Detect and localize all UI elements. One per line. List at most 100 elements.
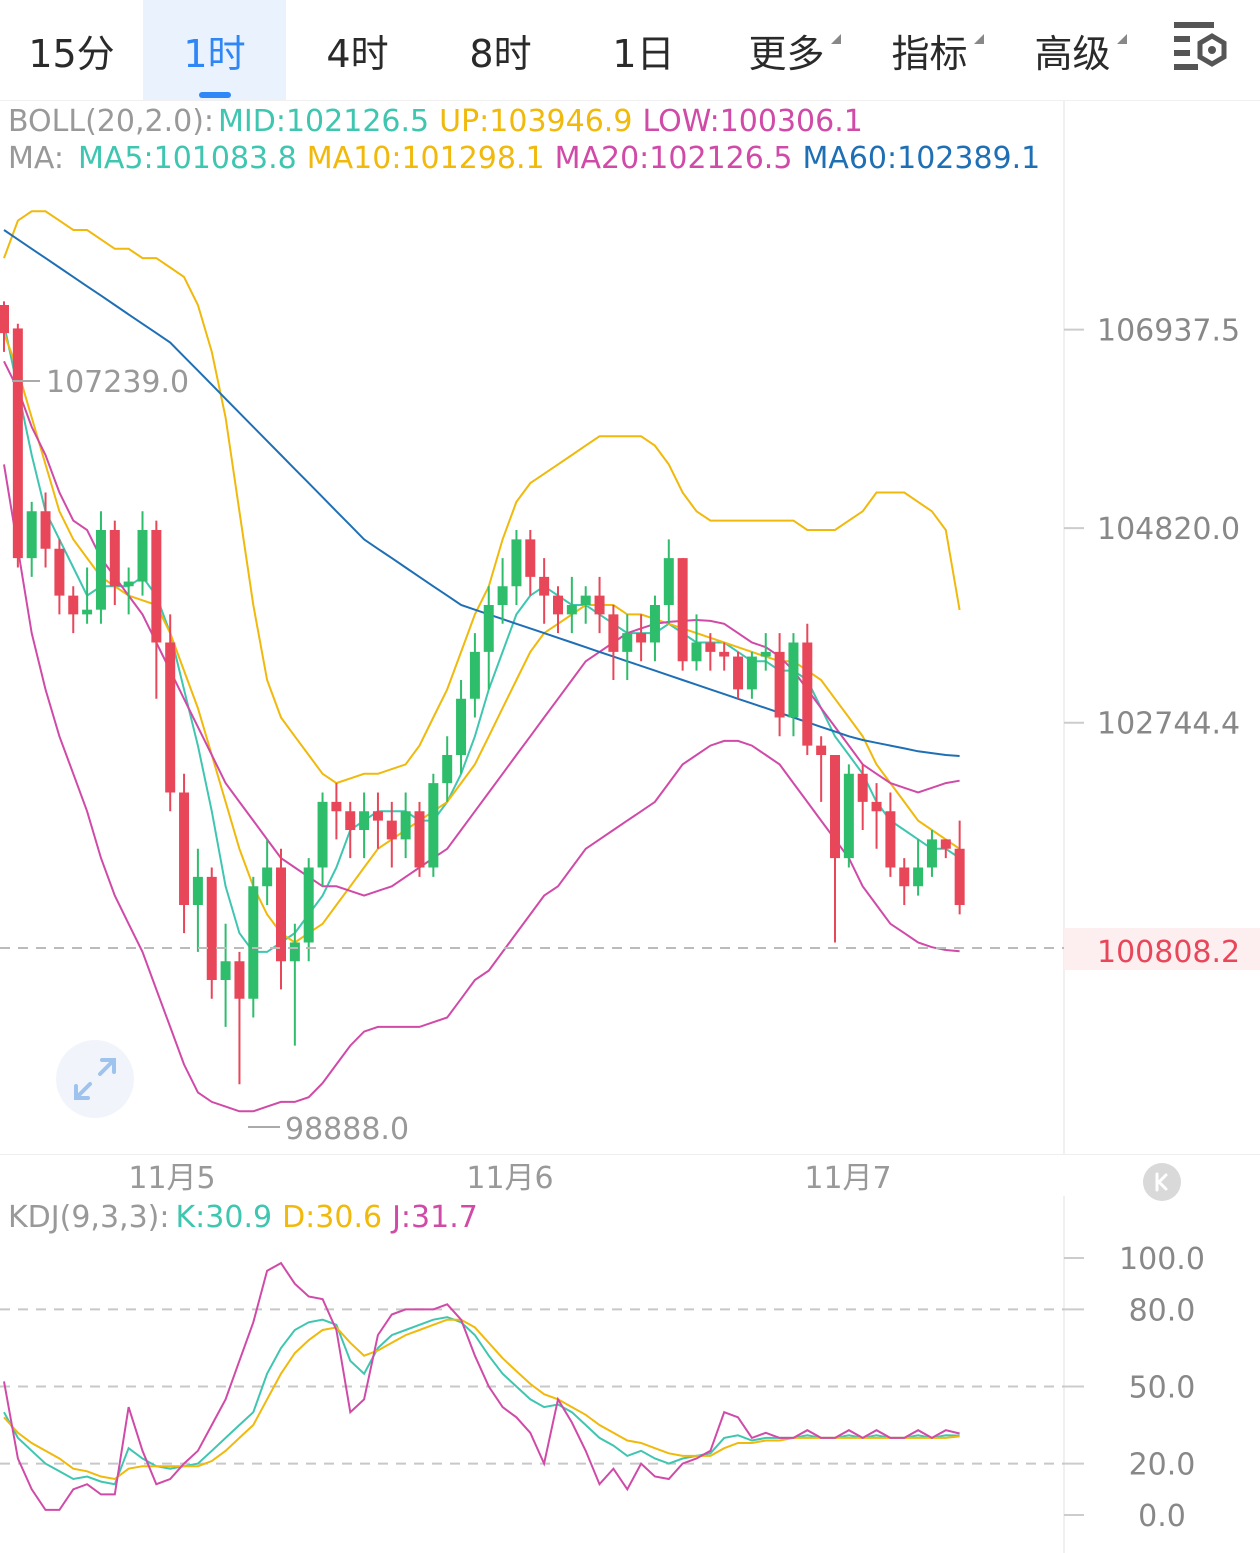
candle-body [497, 586, 508, 605]
candle [760, 633, 771, 671]
candle [497, 558, 508, 624]
candle [428, 773, 439, 877]
x-axis-label: 11月5 [128, 1161, 215, 1196]
candle [248, 876, 259, 1018]
candle [386, 801, 397, 868]
ma5-value: MA5:101083.8 [78, 141, 297, 176]
tab-1hour[interactable]: 1时 [143, 0, 286, 100]
candle-body [760, 651, 771, 657]
candle [26, 501, 37, 577]
expand-arrows-icon[interactable] [56, 1040, 134, 1118]
candle-body [622, 633, 633, 652]
tab-1day[interactable]: 1日 [572, 0, 715, 100]
tab-4hour[interactable]: 4时 [286, 0, 429, 100]
candle-body [12, 328, 23, 559]
tab-label: 指标 [891, 31, 968, 76]
candle [580, 586, 591, 624]
tab-15min[interactable]: 15分 [0, 0, 143, 100]
tab-label: 8时 [469, 31, 532, 76]
ma20-value: MA20:102126.5 [554, 141, 793, 176]
candle [511, 530, 522, 605]
tab-indicators[interactable]: 指标 [858, 0, 1001, 100]
candle [192, 848, 203, 952]
candle-body [926, 839, 937, 868]
candle-body [885, 811, 896, 868]
candle-body [483, 605, 494, 652]
candle [899, 858, 910, 905]
tab-8hour[interactable]: 8时 [429, 0, 572, 100]
candle-body [705, 642, 716, 652]
candle [442, 736, 453, 802]
candle-body [95, 530, 106, 610]
series-line-low [3, 464, 960, 1113]
candle-body [165, 642, 176, 793]
candle-body [553, 595, 563, 615]
candle-body [691, 642, 702, 662]
x-axis-label: 11月6 [466, 1161, 553, 1196]
jump-to-latest-icon[interactable] [1143, 1163, 1181, 1201]
candle [594, 576, 605, 634]
candle-body [802, 642, 813, 746]
kdj-d-value: D:30.6 [282, 1200, 383, 1235]
candle [649, 595, 660, 662]
candle [359, 792, 370, 859]
ma-legend-name: MA: [8, 141, 64, 176]
candle-body [830, 755, 840, 859]
tab-advanced[interactable]: 高级 [1001, 0, 1144, 100]
candle [677, 558, 688, 671]
candle [289, 923, 300, 1046]
tab-label: 4时 [326, 31, 389, 76]
candle [0, 301, 9, 352]
candle [525, 530, 536, 596]
candle [926, 830, 937, 877]
candle [303, 858, 314, 962]
candle [345, 801, 356, 859]
tab-label: 15分 [28, 31, 115, 76]
ma-legend: MA: MA5:101083.8 MA10:101298.1 MA20:102126.… [8, 141, 1050, 176]
candle [788, 633, 799, 737]
candle [400, 792, 411, 859]
boll-legend-name: BOLL(20,2.0): [8, 104, 215, 139]
candle-body [40, 511, 51, 549]
candle-body [372, 811, 383, 821]
candle-body [137, 530, 148, 582]
candle-body [774, 651, 785, 718]
candle [331, 783, 342, 840]
candle-body [469, 651, 480, 699]
candle-body [788, 642, 799, 718]
y-axis-label: 106937.5 [1097, 314, 1240, 349]
candle [40, 492, 51, 568]
candle [802, 623, 813, 755]
tab-more[interactable]: 更多 [715, 0, 858, 100]
candle [179, 773, 190, 934]
timeframe-tab-bar: 15分 1时 4时 8时 1日 更多 指标 高级 [0, 0, 1260, 101]
tab-label: 1时 [183, 31, 246, 76]
dropdown-caret-icon [973, 33, 984, 44]
candle-body [192, 876, 203, 905]
candle-body [220, 961, 231, 980]
candle-body [649, 605, 660, 643]
candle-body [913, 867, 924, 887]
candle [483, 586, 494, 690]
candle-body [428, 783, 439, 868]
candle [857, 764, 868, 830]
candle-body [899, 867, 910, 887]
candle-body [414, 811, 425, 868]
candle [220, 923, 231, 1027]
candle-body [151, 530, 162, 643]
active-tab-indicator [198, 92, 231, 98]
y-axis-label: 104820.0 [1097, 512, 1240, 547]
candle-body [248, 886, 259, 999]
candle-body [442, 755, 453, 784]
candle [539, 558, 550, 624]
chart-settings-icon[interactable] [1168, 14, 1232, 78]
candle-body [594, 595, 605, 615]
dropdown-caret-icon [830, 33, 841, 44]
candle-body [843, 773, 854, 859]
boll-up-value: UP:103946.9 [439, 104, 633, 139]
candle [885, 792, 896, 877]
series-line-ma5 [3, 323, 961, 953]
boll-mid-value: MID:102126.5 [218, 104, 430, 139]
candle [622, 614, 633, 680]
